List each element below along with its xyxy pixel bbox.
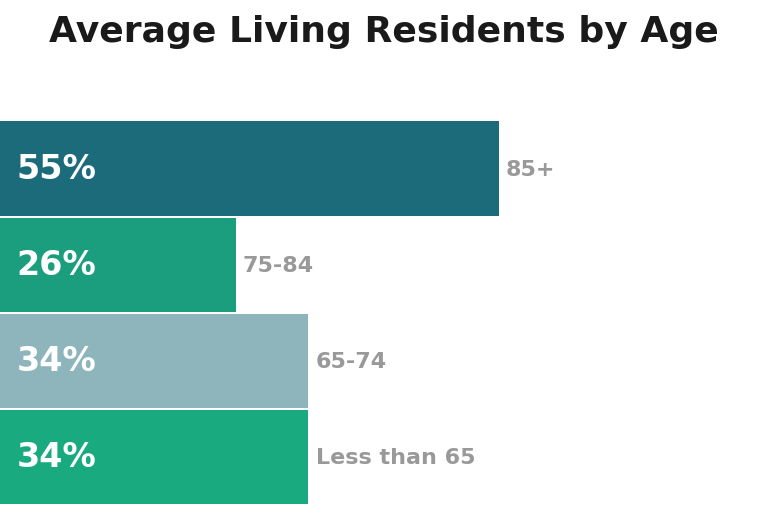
Bar [0,218,236,312]
Text: 26%: 26% [16,248,96,282]
Text: Less than 65: Less than 65 [316,447,475,467]
Bar [0,122,498,216]
Text: 34%: 34% [16,440,96,474]
Bar [0,314,308,408]
Text: 55%: 55% [16,153,96,186]
Text: 65-74: 65-74 [316,351,386,371]
Text: 85+: 85+ [506,159,555,179]
Text: Average Living Residents by Age: Average Living Residents by Age [49,15,719,49]
Bar [0,410,308,504]
Text: 34%: 34% [16,344,96,378]
Text: 75-84: 75-84 [243,255,314,275]
